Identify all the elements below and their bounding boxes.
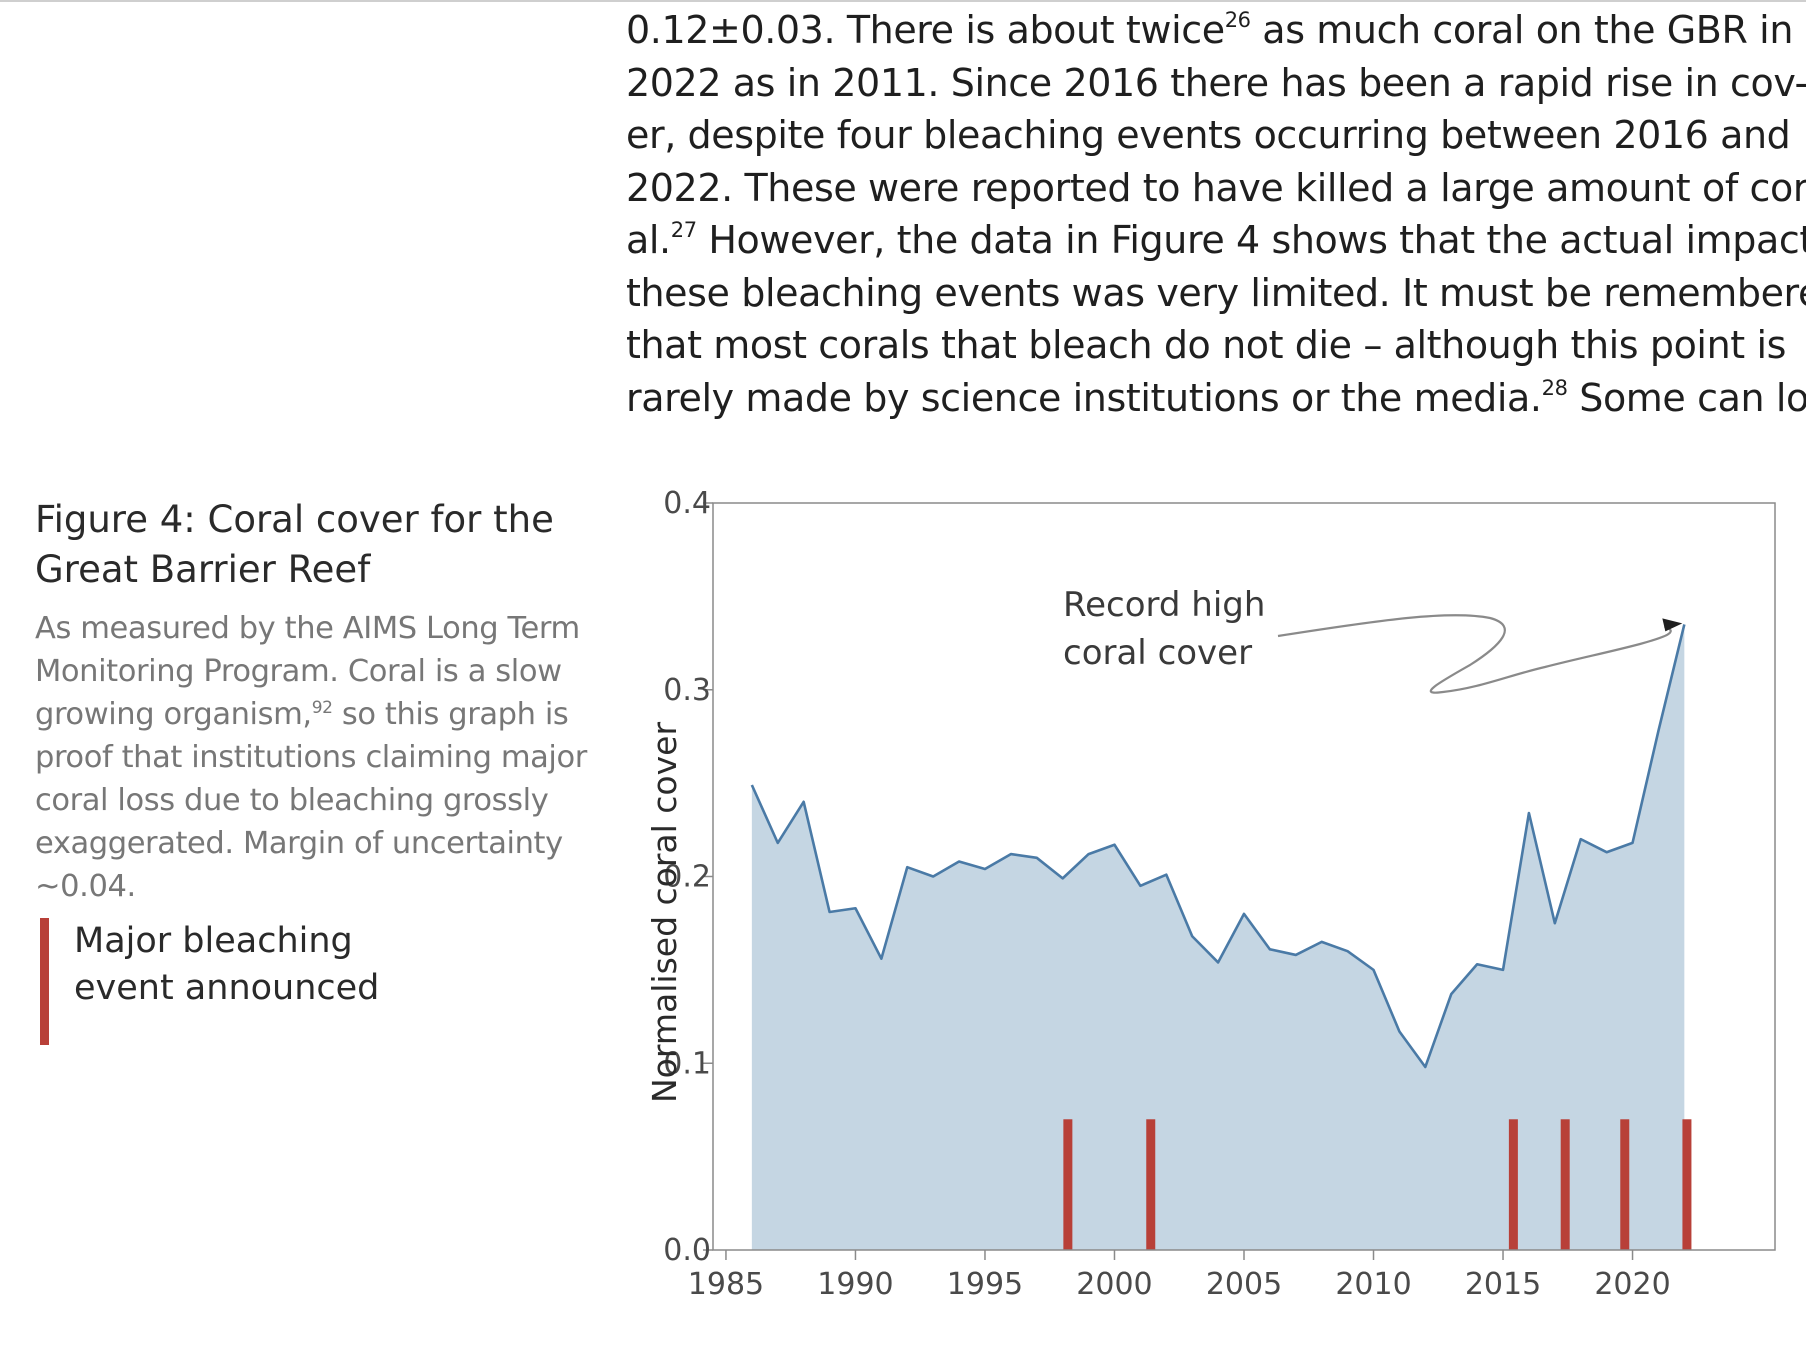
y-tick-label: 0.1 xyxy=(663,1046,711,1081)
footnote-ref: 26 xyxy=(1224,8,1251,33)
coral-cover-line xyxy=(750,624,1686,1069)
footnote-ref: 92 xyxy=(311,697,333,718)
body-line-text: er, despite four bleaching events occurr… xyxy=(626,113,1791,157)
caption-line: As measured by the AIMS Long Term xyxy=(35,607,595,650)
y-axis-title: Normalised coral cover xyxy=(645,722,684,1103)
annotation-label-line2: coral cover xyxy=(1063,633,1252,673)
caption-line-text: growing organism, xyxy=(35,697,312,732)
body-line-text: 0.12±0.03. There is about twice xyxy=(626,8,1225,52)
x-tick-label: 1995 xyxy=(947,1267,1023,1302)
figure-title: Figure 4: Coral cover for the Great Barr… xyxy=(35,495,595,595)
legend-bleaching-label: Major bleaching event announced xyxy=(74,918,494,1012)
annotation-arrowhead xyxy=(1662,618,1683,632)
caption-line: exaggerated. Margin of uncertainty xyxy=(35,822,595,865)
body-line: 2022 as in 2011. Since 2016 there has be… xyxy=(626,57,1806,110)
top-rule xyxy=(0,0,1806,2)
x-tick-label: 2000 xyxy=(1076,1267,1152,1302)
legend: Major bleaching event announced xyxy=(40,918,500,1048)
x-tick-label: 1990 xyxy=(817,1267,893,1302)
body-line: 0.12±0.03. There is about twice26 as muc… xyxy=(626,4,1793,57)
x-tick-label: 2020 xyxy=(1594,1267,1670,1302)
body-line-text: 2022 as in 2011. Since 2016 there has be… xyxy=(626,60,1806,105)
body-line: al.27 However, the data in Figure 4 show… xyxy=(626,214,1806,267)
caption-line: proof that institutions claiming major xyxy=(35,736,595,779)
body-line-text: as much coral on the GBR in xyxy=(1250,8,1794,52)
body-line-text: However, the data in Figure 4 shows that… xyxy=(696,218,1806,262)
figure-title-line2: Great Barrier Reef xyxy=(35,548,371,591)
caption-line: coral loss due to bleaching grossly xyxy=(35,779,595,822)
x-tick-label: 2015 xyxy=(1465,1267,1541,1302)
body-text: 0.12±0.03. There is about twice26 as muc… xyxy=(626,4,1806,425)
caption-line: ~0.04. xyxy=(35,865,595,908)
body-line: these bleaching events was very limited.… xyxy=(626,267,1806,320)
body-line: that most corals that bleach do not die … xyxy=(626,319,1786,372)
bleaching-event-marker xyxy=(1063,1119,1073,1250)
caption-line-text: Monitoring Program. Coral is a slow xyxy=(35,654,562,689)
coral-cover-area xyxy=(751,624,1685,1250)
y-tick-label: 0.4 xyxy=(663,486,711,521)
body-line: 2022. These were reported to have killed… xyxy=(626,162,1806,215)
x-tick-label: 2005 xyxy=(1206,1267,1282,1302)
body-line-text: 2022. These were reported to have killed… xyxy=(626,165,1806,210)
body-line-text: rarely made by science institutions or t… xyxy=(626,375,1542,420)
bleaching-event-marker xyxy=(1620,1119,1630,1250)
figure-title-line1: Figure 4: Coral cover for the xyxy=(35,498,554,541)
x-tick-label: 2010 xyxy=(1335,1267,1411,1302)
caption-line-text: so this graph is xyxy=(332,697,569,732)
body-line-text: that most corals that bleach do not die … xyxy=(626,323,1787,367)
caption-line-text: ~0.04. xyxy=(35,869,136,904)
annotation-label-line1: Record high xyxy=(1063,585,1265,625)
bleaching-event-marker xyxy=(1508,1119,1518,1250)
legend-bleaching-swatch xyxy=(40,918,49,1045)
body-line-text: al. xyxy=(626,218,671,262)
body-line: rarely made by science institutions or t… xyxy=(626,372,1806,425)
caption-line-text: coral loss due to bleaching grossly xyxy=(35,783,549,818)
y-tick-label: 0.3 xyxy=(663,673,711,708)
legend-label-line1: Major bleaching xyxy=(74,921,353,961)
caption-line: growing organism,92 so this graph is xyxy=(35,693,595,736)
caption-line-text: exaggerated. Margin of uncertainty xyxy=(35,826,563,861)
annotation-arrow-line xyxy=(1277,614,1672,694)
footnote-ref: 27 xyxy=(670,218,697,243)
body-line: er, despite four bleaching events occurr… xyxy=(626,109,1791,162)
bleaching-event-marker xyxy=(1146,1119,1156,1250)
bleaching-event-marker xyxy=(1682,1119,1692,1250)
figure-caption: As measured by the AIMS Long Term Monitor… xyxy=(35,607,595,908)
body-line-text: these bleaching events was very limited.… xyxy=(626,270,1806,315)
caption-line: Monitoring Program. Coral is a slow xyxy=(35,650,595,693)
bleaching-event-marker xyxy=(1560,1119,1570,1250)
caption-line-text: As measured by the AIMS Long Term xyxy=(35,611,580,646)
body-line-text: Some can lose xyxy=(1579,375,1806,420)
legend-label-line2: event announced xyxy=(74,968,380,1008)
x-tick-label: 1985 xyxy=(688,1267,764,1302)
coral-cover-chart: 0.0 0.1 0.2 0.3 0.4 1985 1990 1995 2000 2005 2010 2… xyxy=(645,486,1776,1302)
y-tick-label: 0.2 xyxy=(663,860,711,895)
footnote-ref: 28 xyxy=(1541,375,1568,400)
caption-line-text: proof that institutions claiming major xyxy=(35,740,587,775)
y-tick-label: 0.0 xyxy=(663,1233,711,1268)
